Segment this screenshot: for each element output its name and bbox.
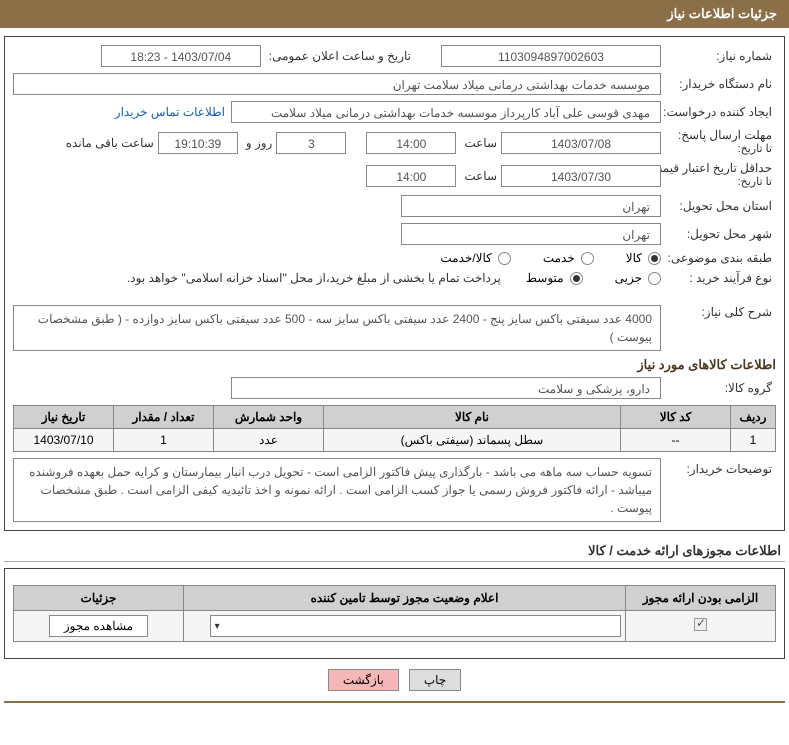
row-requester: ایجاد کننده درخواست: مهدی قوسی علی آباد … [13,101,776,123]
need-no-label: شماره نیاز: [661,49,776,63]
summary-label: شرح کلی نیاز: [661,305,776,319]
opt-goods: کالا [626,251,642,265]
row-category: طبقه بندی موضوعی: کالا خدمت کالا/خدمت [13,251,776,265]
perm-detail-cell: مشاهده مجوز [14,611,184,642]
summary-text: 4000 عدد سیفتی باکس سایز پنج - 2400 عدد … [13,305,661,351]
th-code: کد کالا [621,406,731,429]
province-label: استان محل تحویل: [661,199,776,213]
announce-field: 1403/07/04 - 18:23 [101,45,261,67]
row-process: نوع فرآیند خرید : جزیی متوسط پرداخت تمام… [13,271,776,285]
province-field: تهران [401,195,661,217]
td-name: سطل پسماند (سیفتی باکس) [324,429,621,452]
row-city: شهر محل تحویل: تهران [13,223,776,245]
perm-box: الزامی بودن ارائه مجوز اعلام وضعیت مجوز … [4,568,785,659]
opt-both: کالا/خدمت [440,251,491,265]
process-note: پرداخت تمام یا بخشی از مبلغ خرید،از محل … [127,271,526,285]
radio-small[interactable] [648,272,661,285]
table-row: 1 -- سطل پسماند (سیفتی باکس) عدد 1 1403/… [14,429,776,452]
header-title: جزئیات اطلاعات نیاز [667,6,777,21]
td-qty: 1 [114,429,214,452]
requester-label: ایجاد کننده درخواست: [661,105,776,119]
row-need-no: شماره نیاز: 1103094897002603 تاریخ و ساع… [13,45,776,67]
radio-medium[interactable] [570,272,583,285]
td-code: -- [621,429,731,452]
hour-label-1: ساعت [456,136,501,150]
city-field: تهران [401,223,661,245]
required-checkbox[interactable] [694,618,707,631]
th-unit: واحد شمارش [214,406,324,429]
perm-th-required: الزامی بودن ارائه مجوز [626,586,776,611]
category-radios: کالا خدمت کالا/خدمت [440,251,661,265]
deadline-label: مهلت ارسال پاسخ: تا تاریخ: [661,129,776,156]
row-group: گروه کالا: دارو، پزشکی و سلامت [13,377,776,399]
td-date: 1403/07/10 [14,429,114,452]
print-button[interactable]: چاپ [409,669,461,691]
buyer-org-label: نام دستگاه خریدار: [661,77,776,91]
row-deadline: مهلت ارسال پاسخ: تا تاریخ: 1403/07/08 سا… [13,129,776,156]
process-label: نوع فرآیند خرید : [661,271,776,285]
hour-label-2: ساعت [456,169,501,183]
th-date: تاریخ نیاز [14,406,114,429]
city-label: شهر محل تحویل: [661,227,776,241]
main-info-box: شماره نیاز: 1103094897002603 تاریخ و ساع… [4,36,785,531]
buyer-org-field: موسسه خدمات بهداشتی درمانی میلاد سلامت ت… [13,73,661,95]
radio-service[interactable] [581,252,594,265]
radio-both[interactable] [498,252,511,265]
view-permit-button[interactable]: مشاهده مجوز [49,615,148,637]
buyer-desc-text: تسویه حساب سه ماهه می باشد - بارگذاری پی… [13,458,661,522]
perm-th-detail: جزئیات [14,586,184,611]
row-summary: شرح کلی نیاز: 4000 عدد سیفتی باکس سایز پ… [13,305,776,351]
need-no-field: 1103094897002603 [441,45,661,67]
remain-suffix: ساعت باقی مانده [58,136,158,150]
announce-label: تاریخ و ساعت اعلان عمومی: [261,49,441,63]
buyer-desc-label: توضیحات خریدار: [661,458,776,522]
radio-goods[interactable] [648,252,661,265]
status-select[interactable]: ▾ [210,615,621,637]
goods-table: ردیف کد کالا نام کالا واحد شمارش تعداد /… [13,405,776,452]
th-row: ردیف [731,406,776,429]
td-unit: عدد [214,429,324,452]
perm-table: الزامی بودن ارائه مجوز اعلام وضعیت مجوز … [13,585,776,642]
row-buyer-desc: توضیحات خریدار: تسویه حساب سه ماهه می با… [13,458,776,522]
time-remain-field: 19:10:39 [158,132,238,154]
row-province: استان محل تحویل: تهران [13,195,776,217]
perm-th-status: اعلام وضعیت مجوز توسط تامین کننده [184,586,626,611]
days-remain-field: 3 [276,132,346,154]
footer-buttons: چاپ بازگشت [4,659,785,703]
group-label: گروه کالا: [661,381,776,395]
group-field: دارو، پزشکی و سلامت [231,377,661,399]
page-header: جزئیات اطلاعات نیاز [0,0,789,28]
row-buyer-org: نام دستگاه خریدار: موسسه خدمات بهداشتی د… [13,73,776,95]
category-label: طبقه بندی موضوعی: [661,251,776,265]
validity-date-field: 1403/07/30 [501,165,661,187]
th-name: نام کالا [324,406,621,429]
requester-field: مهدی قوسی علی آباد کارپرداز موسسه خدمات … [231,101,661,123]
validity-hour-field: 14:00 [366,165,456,187]
th-qty: تعداد / مقدار [114,406,214,429]
perm-required-cell [626,611,776,642]
opt-medium: متوسط [526,271,564,285]
perm-section-title: اطلاعات مجوزهای ارائه خدمت / کالا [4,541,785,562]
perm-status-cell: ▾ [184,611,626,642]
goods-section-title: اطلاعات کالاهای مورد نیاز [13,357,776,373]
perm-row: ▾ مشاهده مجوز [14,611,776,642]
row-validity: حداقل تاریخ اعتبار قیمت: تا تاریخ: 1403/… [13,162,776,189]
process-radios: جزیی متوسط [526,271,661,285]
deadline-hour-field: 14:00 [366,132,456,154]
back-button[interactable]: بازگشت [328,669,399,691]
chevron-down-icon: ▾ [215,621,220,632]
contact-link[interactable]: اطلاعات تماس خریدار [115,105,231,119]
days-and-label: روز و [238,136,277,150]
opt-service: خدمت [543,251,575,265]
opt-small: جزیی [615,271,642,285]
validity-label: حداقل تاریخ اعتبار قیمت: تا تاریخ: [661,162,776,189]
deadline-date-field: 1403/07/08 [501,132,661,154]
td-row: 1 [731,429,776,452]
